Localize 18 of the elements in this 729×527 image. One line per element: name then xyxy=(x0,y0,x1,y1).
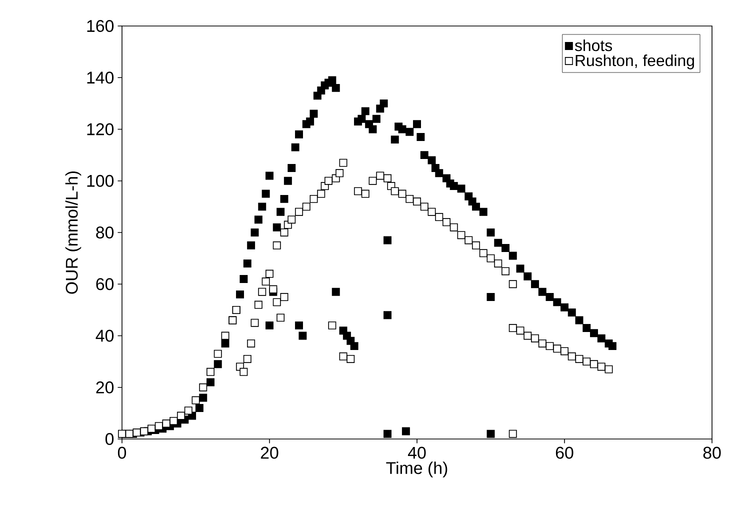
y-axis-title: OUR (mmol/L-h) xyxy=(65,171,82,294)
x-tick-label: 80 xyxy=(703,446,721,459)
x-tick-label: 0 xyxy=(118,446,126,459)
y-tick-label: 100 xyxy=(87,174,114,187)
y-tick-label: 0 xyxy=(105,433,114,446)
y-tick-label: 80 xyxy=(96,226,114,238)
x-tick-label: 40 xyxy=(408,446,426,459)
y-tick-label: 60 xyxy=(96,278,114,290)
y-tick-label: 20 xyxy=(96,381,114,394)
y-tick-label: 40 xyxy=(96,330,114,342)
y-tick-label: 120 xyxy=(87,123,114,136)
x-tick-label: 20 xyxy=(260,446,278,459)
x-tick-label: 60 xyxy=(556,446,574,459)
legend-label: shots xyxy=(574,39,612,52)
legend-label: Rushton, feeding xyxy=(576,54,694,70)
x-axis-title: Time (h) xyxy=(386,462,448,478)
y-tick-label: 160 xyxy=(87,20,114,32)
y-tick-label: 140 xyxy=(87,72,114,84)
